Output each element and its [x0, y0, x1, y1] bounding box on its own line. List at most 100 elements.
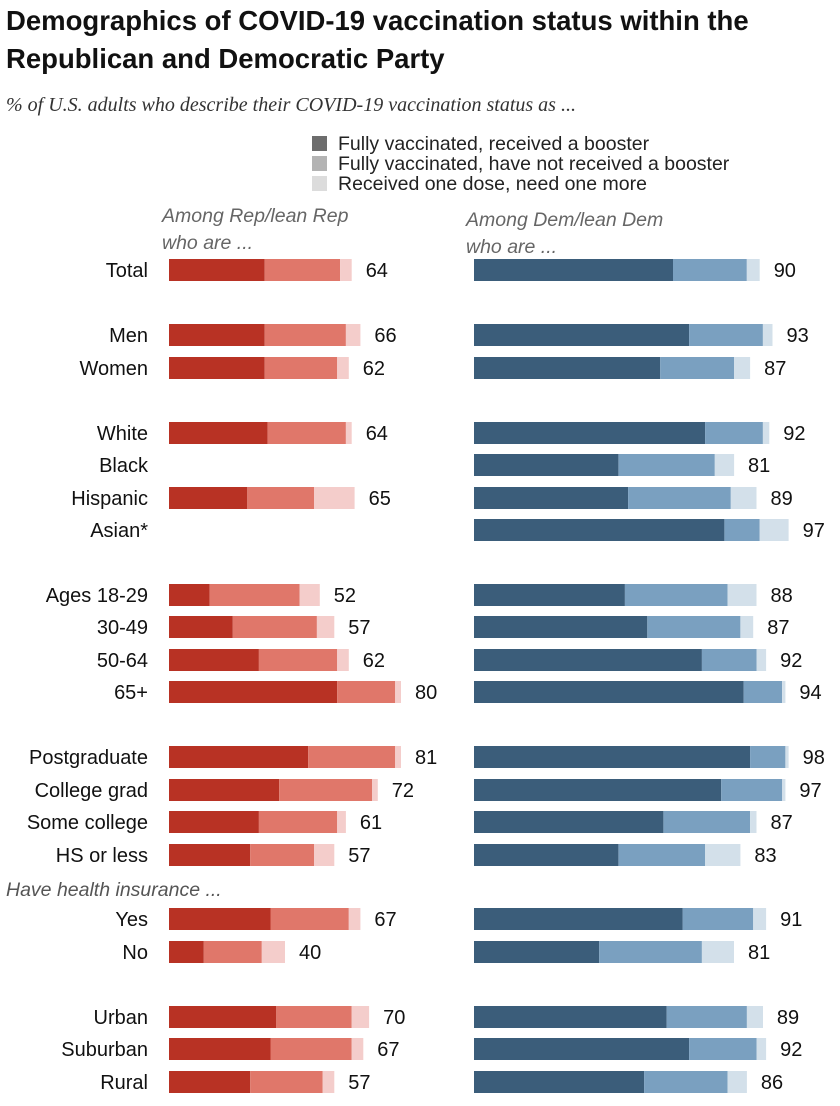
rep-bar-not-boosted-30-49: [232, 616, 317, 638]
category-label-men: Men: [109, 325, 148, 347]
rep-total-label-college-grad: 72: [392, 780, 414, 802]
rep-bar-booster-rural: [169, 1071, 251, 1093]
dem-bar-booster-college-grad: [474, 779, 722, 801]
category-label-50-64: 50-64: [97, 650, 148, 672]
rep-bar-booster-no: [169, 941, 204, 963]
dem-total-label-asian: 97: [803, 520, 825, 542]
dem-bar-booster-men: [474, 324, 690, 346]
category-label-women: Women: [79, 358, 148, 380]
dem-bar-booster-white: [474, 422, 706, 444]
legend-label-no-booster: Fully vaccinated, have not received a bo…: [338, 153, 730, 175]
dem-total-label-hs-or-less: 83: [754, 845, 776, 867]
category-label-black: Black: [99, 455, 149, 477]
rep-bar-not-boosted-men: [264, 324, 346, 346]
legend-swatch-one-dose: [312, 176, 327, 191]
category-label-no: No: [122, 942, 148, 964]
dem-bar-booster-rural: [474, 1071, 645, 1093]
rep-bar-not-boosted-50-64: [258, 649, 338, 671]
rep-bar-not-boosted-urban: [276, 1006, 352, 1028]
rep-bar-booster-hs-or-less: [169, 844, 251, 866]
rep-total-label-ages-18-29: 52: [334, 585, 356, 607]
rep-bar-not-boosted-no: [203, 941, 262, 963]
dem-bar-booster-some-college: [474, 811, 664, 833]
rep-bar-not-boosted-women: [264, 357, 338, 379]
dem-bar-one-dose-asian: [759, 519, 789, 541]
dem-panel-header: Among Dem/lean Dem who are ...: [466, 207, 663, 261]
dem-bar-booster-total: [474, 259, 673, 281]
rep-bar-not-boosted-white: [267, 422, 346, 444]
dem-bar-one-dose-total: [746, 259, 760, 281]
rep-bar-booster-total: [169, 259, 265, 281]
dem-bar-booster-postgraduate: [474, 746, 751, 768]
rep-bar-booster-women: [169, 357, 265, 379]
legend-swatch-no-booster: [312, 156, 327, 171]
rep-bar-one-dose-30-49: [316, 616, 335, 638]
dem-bar-one-dose-women: [734, 357, 751, 379]
dem-bar-one-dose-black: [714, 454, 735, 476]
rep-bar-not-boosted-some-college: [258, 811, 338, 833]
dem-total-label-postgraduate: 98: [803, 747, 825, 769]
rep-bar-booster-college-grad: [169, 779, 280, 801]
dem-bar-not-boosted-total: [673, 259, 747, 281]
dem-bar-not-boosted-50-64: [701, 649, 757, 671]
dem-bar-not-boosted-urban: [666, 1006, 747, 1028]
dem-bar-not-boosted-some-college: [663, 811, 751, 833]
dem-bar-one-dose-no: [701, 941, 734, 963]
rep-header-line-2: who are ...: [162, 232, 254, 254]
rep-bar-one-dose-yes: [348, 908, 361, 930]
rep-bar-not-boosted-65: [337, 681, 396, 703]
rep-bar-one-dose-rural: [322, 1071, 335, 1093]
chart-subtitle: % of U.S. adults who describe their COVI…: [6, 94, 576, 116]
category-label-yes: Yes: [115, 909, 148, 931]
legend-label-booster: Fully vaccinated, received a booster: [338, 133, 650, 155]
dem-bar-not-boosted-hispanic: [628, 487, 731, 509]
dem-bar-not-boosted-white: [705, 422, 763, 444]
category-label-white: White: [97, 423, 148, 445]
dem-bar-booster-yes: [474, 908, 683, 930]
dem-bar-not-boosted-asian: [724, 519, 760, 541]
rep-bar-booster-white: [169, 422, 268, 444]
dem-total-label-no: 81: [748, 942, 770, 964]
legend-label-one-dose: Received one dose, need one more: [338, 173, 647, 195]
rep-bar-one-dose-men: [345, 324, 361, 346]
dem-bar-not-boosted-black: [618, 454, 715, 476]
dem-bar-booster-65: [474, 681, 744, 703]
rep-bar-one-dose-postgraduate: [395, 746, 401, 768]
dem-bar-booster-black: [474, 454, 619, 476]
rep-bar-booster-urban: [169, 1006, 277, 1028]
dem-total-label-rural: 86: [761, 1072, 783, 1094]
dem-total-label-65: 94: [799, 682, 821, 704]
rep-bar-not-boosted-postgraduate: [308, 746, 396, 768]
dem-bar-not-boosted-college-grad: [721, 779, 783, 801]
rep-bar-booster-yes: [169, 908, 271, 930]
dem-bar-not-boosted-ages-18-29: [624, 584, 728, 606]
dem-bar-not-boosted-65: [743, 681, 783, 703]
dem-total-label-women: 87: [764, 358, 786, 380]
legend-swatch-booster: [312, 136, 327, 151]
rep-bar-not-boosted-college-grad: [279, 779, 372, 801]
rep-bar-one-dose-hs-or-less: [314, 844, 335, 866]
dem-total-label-some-college: 87: [771, 812, 793, 834]
rep-panel-header: Among Rep/lean Rep who are ...: [162, 203, 348, 257]
dem-total-label-hispanic: 89: [771, 488, 793, 510]
rep-total-label-some-college: 61: [360, 812, 382, 834]
dem-total-label-college-grad: 97: [799, 780, 821, 802]
rep-bar-booster-hispanic: [169, 487, 248, 509]
dem-bar-one-dose-college-grad: [782, 779, 786, 801]
rep-bar-booster-some-college: [169, 811, 259, 833]
dem-bar-one-dose-urban: [746, 1006, 763, 1028]
insurance-section-label: Have health insurance ...: [6, 879, 222, 901]
rep-bar-one-dose-no: [261, 941, 285, 963]
dem-total-label-white: 92: [783, 423, 805, 445]
rep-total-label-urban: 70: [383, 1007, 405, 1029]
rep-bar-one-dose-suburban: [351, 1038, 364, 1060]
category-label-postgraduate: Postgraduate: [29, 747, 148, 769]
dem-bar-booster-asian: [474, 519, 725, 541]
dem-bar-one-dose-yes: [753, 908, 767, 930]
dem-bar-one-dose-ages-18-29: [727, 584, 757, 606]
dem-bar-booster-hs-or-less: [474, 844, 619, 866]
category-label-65: 65+: [114, 682, 148, 704]
rep-bar-one-dose-some-college: [337, 811, 346, 833]
dem-bar-one-dose-men: [762, 324, 773, 346]
dem-bar-booster-30-49: [474, 616, 648, 638]
